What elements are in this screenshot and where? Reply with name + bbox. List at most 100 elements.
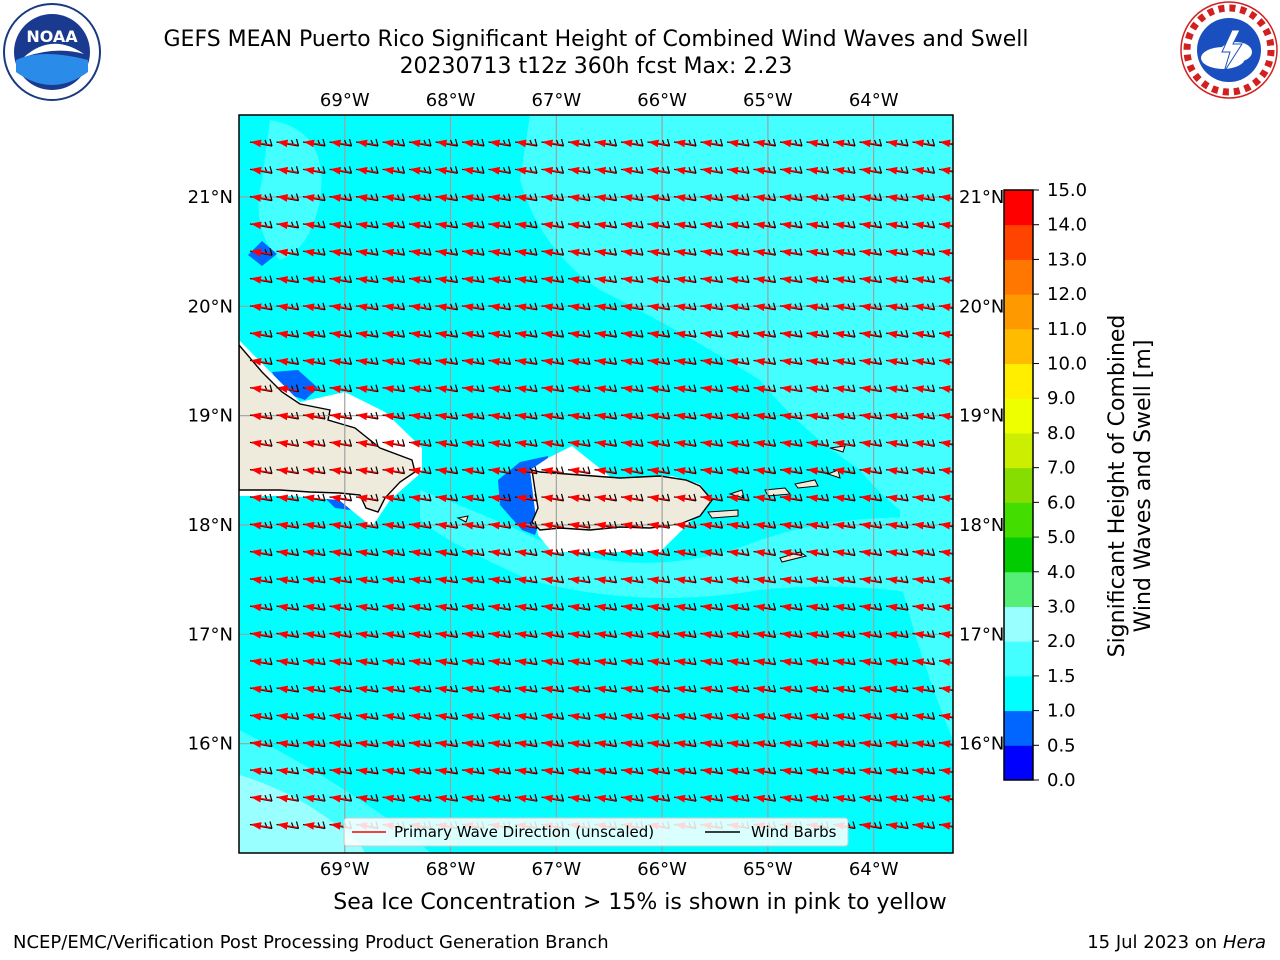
vector-glyph (461, 493, 485, 503)
vector-glyph (779, 493, 803, 503)
vector-glyph (435, 575, 459, 585)
vector-glyph (382, 275, 406, 284)
vector-glyph (488, 302, 512, 312)
vector-glyph (329, 684, 353, 694)
vector-glyph (408, 739, 432, 748)
vector-glyph (567, 548, 591, 557)
vector-glyph (938, 521, 953, 530)
vector-glyph (912, 220, 936, 230)
vector-glyph (832, 439, 856, 448)
vector-glyph (647, 684, 671, 694)
vector-glyph (700, 548, 724, 557)
vector-glyph (859, 329, 883, 339)
vector-glyph (514, 521, 538, 530)
vector-glyph (779, 712, 803, 721)
vector-glyph (912, 712, 936, 721)
vector-glyph (912, 575, 936, 585)
vector-glyph (700, 684, 724, 694)
vector-glyph (276, 275, 300, 284)
vector-glyph (541, 712, 565, 721)
vector-glyph (567, 384, 591, 393)
vector-glyph (779, 602, 803, 612)
lon-label: 68°W (426, 859, 476, 880)
vector-glyph (514, 220, 538, 230)
noaa-logo: NOAA (3, 3, 101, 101)
vector-glyph (541, 329, 565, 339)
vector-glyph (461, 411, 485, 421)
vector-glyph (276, 357, 300, 366)
vector-glyph (753, 548, 777, 557)
vector-glyph (620, 466, 644, 475)
vector-glyph (276, 521, 300, 530)
vector-glyph (514, 166, 538, 175)
vector-glyph (355, 439, 379, 448)
vector-glyph (461, 712, 485, 721)
vector-glyph (753, 684, 777, 694)
vector-glyph (594, 166, 618, 175)
vector-glyph (514, 302, 538, 312)
vector-glyph (249, 138, 273, 148)
vector-glyph (885, 712, 909, 721)
vector-glyph (435, 548, 459, 557)
vector-glyph (885, 193, 909, 202)
vector-glyph (329, 602, 353, 612)
vector-glyph (859, 657, 883, 666)
lat-label: 17°N (188, 624, 233, 645)
vector-glyph (912, 193, 936, 202)
vector-glyph (885, 329, 909, 339)
vector-glyph (700, 493, 724, 503)
vector-glyph (779, 220, 803, 230)
vector-glyph (726, 493, 750, 503)
vector-glyph (408, 193, 432, 202)
vector-glyph (514, 275, 538, 284)
vector-glyph (435, 357, 459, 366)
vector-glyph (912, 657, 936, 666)
vector-glyph (276, 193, 300, 202)
vector-glyph (382, 493, 406, 503)
vector-glyph (673, 712, 697, 721)
title-line-1: GEFS MEAN Puerto Rico Significant Height… (163, 27, 1029, 52)
vector-glyph (806, 739, 830, 748)
vector-glyph (514, 439, 538, 448)
vector-glyph (541, 411, 565, 421)
vector-glyph (779, 166, 803, 175)
vector-glyph (382, 602, 406, 612)
vector-glyph (461, 384, 485, 393)
vector-glyph (806, 493, 830, 503)
vector-glyph (435, 739, 459, 748)
vector-glyph (276, 575, 300, 585)
vector-glyph (461, 193, 485, 202)
vector-glyph (541, 138, 565, 148)
vector-glyph (276, 166, 300, 175)
vector-glyph (355, 602, 379, 612)
vector-glyph (620, 166, 644, 175)
vector-glyph (832, 411, 856, 421)
vector-glyph (885, 466, 909, 475)
vector-glyph (673, 439, 697, 448)
vector-glyph (382, 521, 406, 530)
vector-glyph (938, 439, 953, 448)
vector-glyph (594, 493, 618, 503)
vector-glyph (435, 138, 459, 148)
vector-glyph (514, 493, 538, 503)
vector-glyph (567, 493, 591, 503)
vector-glyph (594, 657, 618, 666)
vector-glyph (435, 275, 459, 284)
sea-field-zone-east (900, 470, 953, 740)
lon-label: 68°W (426, 90, 476, 111)
vector-glyph (885, 439, 909, 448)
vector-glyph (329, 138, 353, 148)
colorbar-tick-label: 12.0 (1047, 284, 1087, 305)
vector-glyph (382, 166, 406, 175)
vector-glyph (249, 739, 273, 748)
vector-glyph (700, 657, 724, 666)
lat-label: 16°N (959, 734, 1004, 755)
vector-glyph (408, 493, 432, 503)
vector-glyph (673, 684, 697, 694)
vector-glyph (647, 493, 671, 503)
vector-glyph (832, 275, 856, 284)
vector-glyph (726, 138, 750, 148)
vector-glyph (302, 766, 326, 776)
vector-glyph (382, 302, 406, 312)
vector-glyph (726, 684, 750, 694)
